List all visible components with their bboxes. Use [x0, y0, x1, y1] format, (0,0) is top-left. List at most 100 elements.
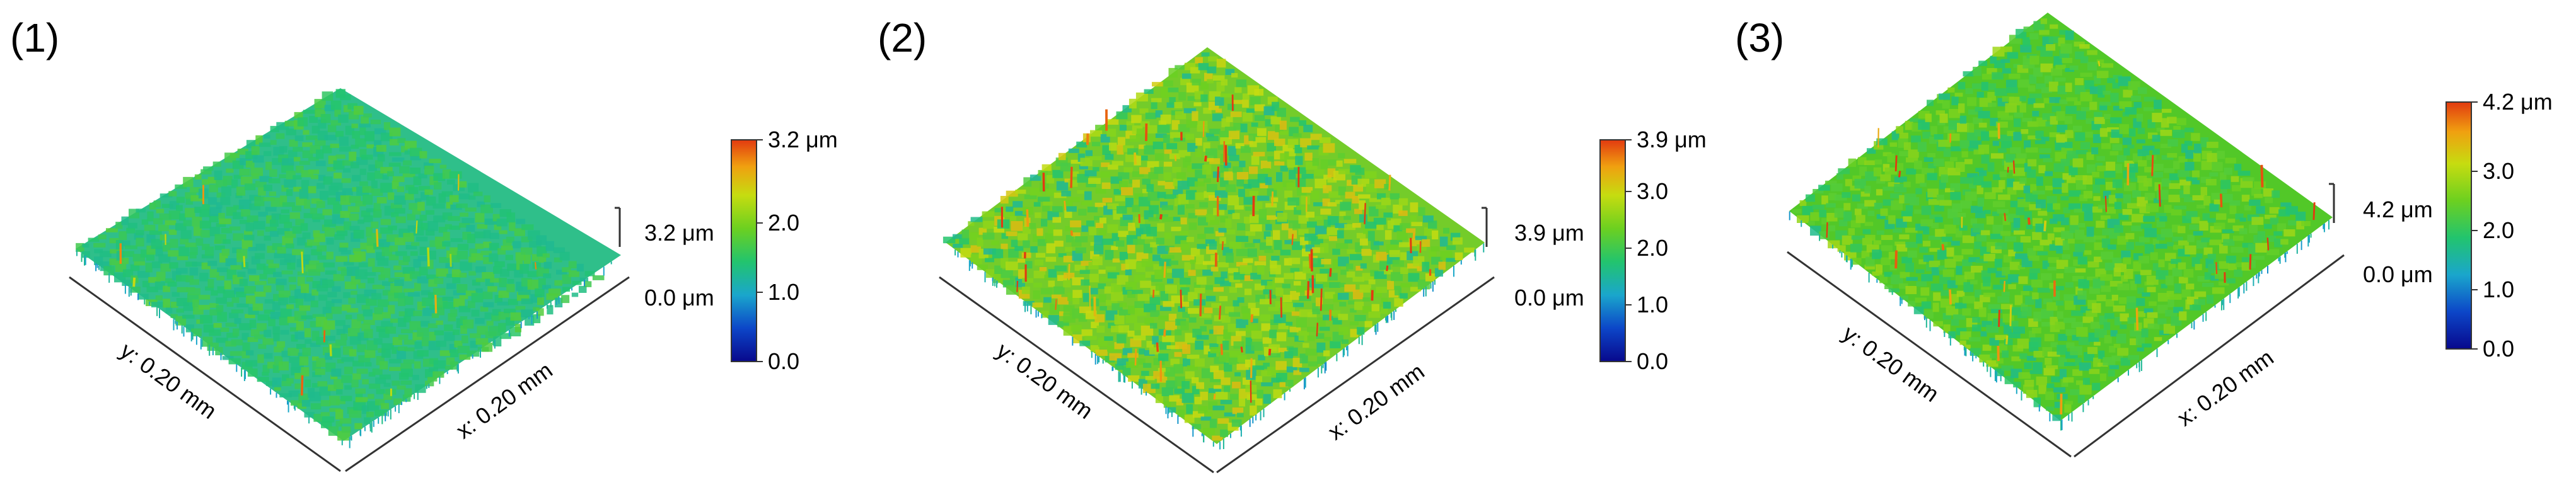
- colorbar-ticks: [2471, 101, 2478, 350]
- surface-cell: [1306, 212, 1315, 218]
- surface-cell: [1430, 246, 1440, 252]
- surface-cell: [2096, 220, 2105, 228]
- surface-cell: [1968, 146, 1979, 152]
- surface-cell: [1359, 238, 1368, 246]
- surface-cell: [335, 130, 344, 137]
- surface-cell: [1136, 228, 1144, 237]
- surface-cell: [1213, 287, 1224, 292]
- surface-cell: [2144, 107, 2155, 111]
- surface-cell: [100, 251, 112, 258]
- surface-cell: [1105, 249, 1114, 260]
- surface-cell: [385, 326, 397, 334]
- surface-cell: [1914, 161, 1922, 169]
- surface-cell: [2082, 316, 2094, 323]
- surface-cell: [320, 400, 331, 407]
- surface-cell: [2165, 275, 2174, 286]
- surface-cell: [1165, 285, 1177, 294]
- surface-cell: [2079, 362, 2091, 371]
- surface-cell: [2108, 370, 2115, 377]
- surface-cell: [1197, 244, 1208, 249]
- surface-cell: [1065, 247, 1072, 252]
- surface-cell: [2181, 144, 2188, 153]
- surface-cell: [339, 243, 349, 248]
- surface-cell: [1316, 333, 1325, 339]
- surface-cell: [536, 235, 547, 245]
- surface-cell: [1255, 283, 1265, 290]
- surface-cell: [1370, 270, 1379, 277]
- surface-cell: [237, 271, 246, 277]
- surface-cell: [2125, 232, 2135, 239]
- surface-cell: [2278, 209, 2290, 217]
- surface-cell: [2207, 152, 2218, 163]
- surface-cell: [1006, 190, 1018, 197]
- surface-cell: [2075, 150, 2088, 154]
- surface-cell: [1359, 214, 1367, 223]
- surface-cell: [1158, 316, 1170, 320]
- surface-cell: [286, 378, 294, 384]
- surface-cell: [2232, 185, 2241, 191]
- surface-cell: [1352, 277, 1364, 282]
- surface-cell: [352, 373, 361, 380]
- surface-cell: [1988, 83, 1997, 90]
- surface-cell: [1251, 155, 1260, 165]
- surface-cell: [412, 375, 419, 380]
- surface-cell: [1307, 326, 1316, 333]
- surface-cell: [1139, 197, 1151, 207]
- surface-cell: [352, 186, 359, 192]
- surface-cell: [355, 397, 368, 402]
- surface-cell: [1146, 341, 1154, 348]
- surface-cell: [2077, 290, 2087, 300]
- surface-cell: [364, 289, 376, 297]
- surface-cell: [983, 248, 996, 255]
- surface-cell: [1906, 157, 1918, 163]
- surface-cell: [344, 261, 354, 266]
- surface-cell: [306, 135, 318, 140]
- surface-peak: [2007, 166, 2009, 173]
- surface-cell: [1196, 382, 1204, 389]
- surface-cell: [1195, 138, 1202, 146]
- surface-cell: [2065, 282, 2074, 288]
- surface-cell: [2055, 64, 2066, 69]
- surface-cell: [322, 209, 332, 215]
- surface-cell: [2086, 118, 2094, 124]
- surface-cell: [1996, 358, 2004, 364]
- surface-cell: [2099, 373, 2106, 382]
- surface-cell: [196, 319, 204, 324]
- surface-cell: [1265, 177, 1272, 185]
- surface-cell: [2210, 275, 2219, 281]
- surface-cell: [156, 271, 166, 281]
- surface-cell: [1292, 358, 1303, 367]
- surface-cell: [344, 385, 352, 390]
- surface-cell: [183, 302, 195, 311]
- surface-cell: [2120, 357, 2130, 366]
- surface-cell: [1925, 113, 1932, 122]
- surface-cell: [2139, 206, 2150, 214]
- surface-cell: [255, 135, 263, 145]
- surface-cell: [1180, 77, 1190, 86]
- surface-cell: [459, 354, 471, 360]
- surface-cell: [2203, 196, 2211, 206]
- surface-cell: [1220, 399, 1233, 404]
- surface-cell: [375, 377, 386, 384]
- surface-cell: [327, 197, 340, 205]
- surface-cell: [1098, 283, 1106, 289]
- surface-cell: [225, 322, 237, 327]
- surface-cell: [2248, 260, 2256, 268]
- surface-cell: [1282, 283, 1291, 288]
- surface-cell: [1113, 189, 1122, 195]
- surface-cell: [1011, 239, 1018, 248]
- surface-cell: [1810, 212, 1819, 221]
- surface-cell: [2146, 275, 2159, 285]
- surface-cell: [245, 314, 255, 319]
- surface-cell: [1307, 145, 1320, 150]
- surface-cell: [1243, 258, 1253, 263]
- colorbar: 0.0 1.0 2.0 3.2 μm: [731, 127, 838, 374]
- surface-cell: [292, 205, 302, 212]
- surface-cell: [362, 405, 369, 414]
- surface-cell: [1115, 363, 1124, 370]
- surface-cell: [1187, 143, 1198, 152]
- surface-cell: [270, 125, 279, 132]
- surface-cell: [244, 234, 255, 241]
- surface-cell: [1837, 245, 1846, 252]
- colorbar-tick-label: 3.9 μm: [1637, 127, 1707, 152]
